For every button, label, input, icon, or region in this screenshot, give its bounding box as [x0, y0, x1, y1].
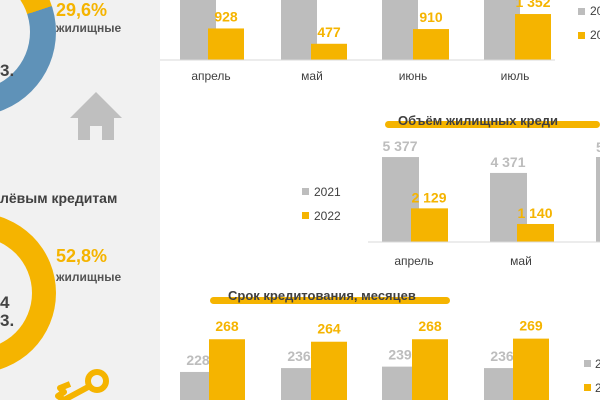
value-label: 269 [519, 318, 543, 334]
bar-2021 [484, 0, 520, 60]
legend-swatch [302, 188, 309, 195]
value-label: 928 [214, 8, 238, 24]
bar-2021 [382, 0, 418, 60]
house-icon [70, 92, 122, 140]
bar-series-2 [412, 339, 448, 400]
category-label: май [510, 254, 532, 268]
bar-2022 [413, 29, 449, 60]
donut-center-fragment: 3. [0, 61, 15, 80]
value-label: 239 [388, 347, 412, 363]
bar-2022 [311, 43, 347, 60]
value-label: 910 [419, 9, 443, 25]
value-label: 268 [418, 318, 442, 334]
category-label: июнь [399, 69, 428, 83]
bar-2022 [517, 223, 554, 242]
value-label: 4 371 [490, 154, 525, 170]
chart-3-title-bar [210, 297, 450, 304]
legend-label: 20 [590, 28, 600, 42]
legend-label: 2022 [314, 209, 341, 223]
legend-label: 2 [595, 381, 600, 395]
bar-series-2 [311, 341, 347, 400]
value-label: 228 [186, 352, 210, 368]
bar-2022 [515, 14, 551, 61]
value-label: 236 [490, 348, 514, 364]
key-icon [55, 369, 109, 400]
value-label: 264 [317, 321, 341, 337]
bottom-share-percent: 52,8% [56, 246, 108, 266]
bar-series-2 [209, 339, 245, 400]
top-share-percent: 29,6% [56, 0, 108, 20]
bar-2021 [596, 157, 600, 242]
chart-3-title: Срок кредитования, месяцев [228, 288, 416, 303]
legend-swatch [584, 360, 591, 367]
legend-label: 20 [590, 4, 600, 18]
value-label: 1 352 [515, 0, 550, 10]
value-label: 5 377 [382, 138, 417, 154]
chart-2-title-bar [385, 121, 600, 128]
category-label: июль [501, 69, 530, 83]
bar-series-2 [513, 338, 549, 400]
value-label: 236 [287, 348, 311, 364]
value-label: 2 129 [411, 189, 446, 205]
left-summary-panel: 3. 29,6% жилищные лёвым кредитам 4 3. 52… [0, 0, 160, 400]
donut-center-fragment: 4 [0, 293, 10, 312]
donut-center-fragment: 3. [0, 311, 15, 330]
value-label: 1 140 [517, 205, 552, 221]
top-share-label: жилищные [56, 21, 122, 35]
bottom-share-label: жилищные [56, 270, 122, 284]
category-label: апрель [191, 69, 230, 83]
bar-2022 [411, 208, 448, 242]
legend-label: 2021 [314, 185, 341, 199]
value-label: 477 [317, 24, 341, 40]
legend-label: 2 [595, 357, 600, 371]
value-label: 5 [596, 139, 600, 155]
legend-swatch [578, 8, 585, 15]
category-label: май [301, 69, 323, 83]
legend-swatch [578, 32, 585, 39]
section-title: лёвым кредитам [0, 190, 118, 206]
chart-2-title: Объём жилищных креди [398, 113, 559, 128]
bar-2022 [208, 28, 244, 60]
category-label: апрель [394, 254, 433, 268]
legend-swatch [302, 212, 309, 219]
legend-swatch [584, 384, 591, 391]
value-label: 268 [215, 318, 239, 334]
